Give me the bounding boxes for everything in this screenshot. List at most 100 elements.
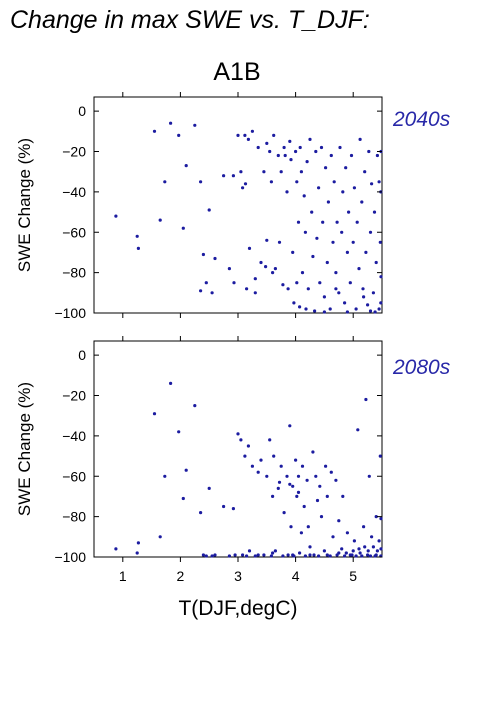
data-point xyxy=(343,301,347,305)
y-tick-label: −100 xyxy=(54,305,86,321)
data-point xyxy=(367,149,371,154)
data-point xyxy=(329,470,333,474)
data-point xyxy=(136,246,140,250)
data-point xyxy=(325,494,329,498)
data-point xyxy=(213,256,217,261)
data-point xyxy=(288,482,292,486)
data-point xyxy=(279,464,283,468)
data-point xyxy=(135,234,139,238)
data-point xyxy=(184,468,188,472)
data-point xyxy=(247,246,252,250)
data-point xyxy=(250,464,254,468)
data-point xyxy=(319,515,324,519)
data-point xyxy=(271,551,275,555)
x-tick-label: 5 xyxy=(349,568,357,584)
data-point xyxy=(354,554,358,558)
data-point xyxy=(334,287,338,291)
data-point xyxy=(286,287,290,291)
data-point xyxy=(341,494,345,498)
data-point xyxy=(158,218,162,222)
y-axis-label: SWE Change (%) xyxy=(15,138,34,272)
data-point xyxy=(233,553,237,557)
x-tick-label: 2 xyxy=(177,568,185,584)
data-point xyxy=(364,250,368,254)
data-point xyxy=(329,153,333,158)
data-point xyxy=(319,145,324,150)
data-point xyxy=(331,240,335,244)
data-point xyxy=(295,180,299,184)
y-tick-label: −80 xyxy=(62,509,86,525)
data-point xyxy=(348,281,352,285)
data-point xyxy=(362,525,366,529)
data-point xyxy=(366,549,370,553)
period-label: 2080s xyxy=(392,356,451,379)
data-point xyxy=(114,214,118,218)
data-point xyxy=(245,287,249,291)
data-point xyxy=(345,310,349,314)
data-point xyxy=(281,283,285,287)
data-point xyxy=(271,494,275,498)
data-point xyxy=(300,464,305,468)
data-point xyxy=(269,180,273,184)
data-point xyxy=(379,301,383,305)
x-axis-ticks xyxy=(122,92,354,318)
y-axis-ticks: 0 −20 −40 −60 −80 −100 xyxy=(54,103,382,321)
data-point xyxy=(262,170,266,174)
data-point xyxy=(311,450,315,454)
data-point xyxy=(338,145,342,150)
data-point xyxy=(344,166,348,170)
data-point xyxy=(371,545,375,549)
data-point xyxy=(268,149,272,154)
data-point xyxy=(222,504,226,509)
data-point xyxy=(169,381,173,385)
data-point xyxy=(378,240,382,244)
data-point xyxy=(243,454,247,458)
data-point xyxy=(239,170,243,174)
data-point xyxy=(295,494,299,498)
data-point xyxy=(363,545,367,549)
data-point xyxy=(210,291,214,295)
data-point xyxy=(276,153,280,158)
data-point xyxy=(344,551,348,555)
data-point xyxy=(199,289,203,293)
data-point xyxy=(269,554,273,558)
data-point xyxy=(317,186,321,190)
data-point xyxy=(375,153,379,158)
data-point xyxy=(273,549,277,553)
data-point xyxy=(334,271,338,275)
y-tick-label: 0 xyxy=(78,103,86,119)
data-point xyxy=(265,238,269,242)
data-point xyxy=(291,250,295,254)
y-tick-label: −40 xyxy=(62,184,86,200)
data-point xyxy=(282,145,286,150)
data-point xyxy=(243,133,247,137)
data-point xyxy=(358,551,362,555)
data-point xyxy=(265,141,269,145)
data-point xyxy=(276,486,280,490)
data-point xyxy=(295,281,299,285)
data-point xyxy=(352,186,356,190)
y-axis-label: SWE Change (%) xyxy=(15,382,34,516)
data-point xyxy=(350,553,354,557)
data-point xyxy=(304,307,308,311)
data-point xyxy=(318,281,322,285)
data-point xyxy=(340,547,344,551)
data-point xyxy=(279,170,283,174)
data-point xyxy=(368,554,373,558)
data-point xyxy=(169,121,173,125)
data-point xyxy=(370,182,374,186)
data-point xyxy=(378,454,382,458)
data-point xyxy=(335,220,339,224)
data-point xyxy=(152,129,157,133)
data-point xyxy=(236,133,240,137)
data-point xyxy=(341,190,345,194)
x-axis-label: T(DJF,degC) xyxy=(178,597,297,620)
data-point xyxy=(243,182,248,186)
y-tick-label: −80 xyxy=(62,265,86,281)
data-point xyxy=(300,271,305,275)
scatter-panel-2080s: 0 −20 −40 −60 −80 −100 1 2 3 4 5 SWE Change (%) 2… xyxy=(15,336,451,584)
data-point xyxy=(343,554,347,558)
data-point xyxy=(222,174,226,178)
figure-title: Change in max SWE vs. T_DJF: xyxy=(10,6,370,34)
plot-frame xyxy=(93,96,383,314)
